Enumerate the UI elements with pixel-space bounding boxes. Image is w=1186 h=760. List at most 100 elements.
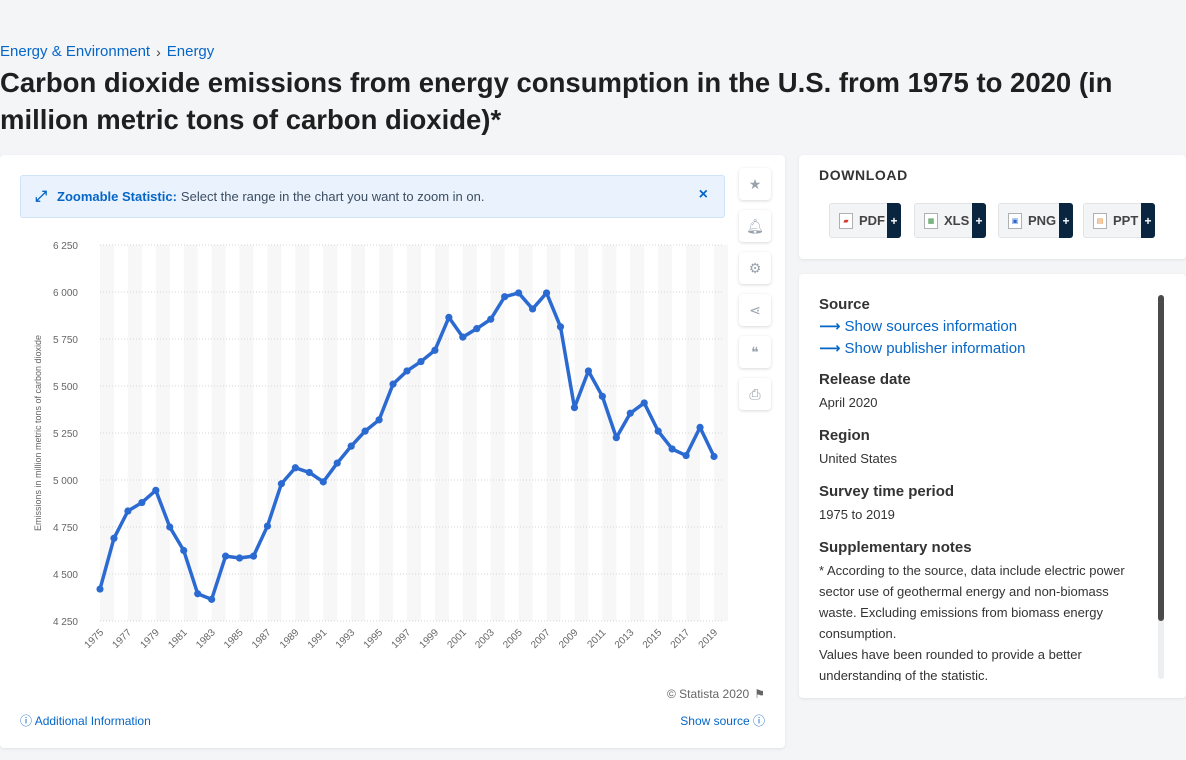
data-point[interactable] [96,585,104,593]
data-point[interactable] [542,289,551,297]
data-point[interactable] [584,367,593,375]
data-point[interactable] [445,313,453,321]
x-tick-label: 1983 [194,627,218,651]
data-point[interactable] [319,478,327,486]
close-icon[interactable]: × [698,186,708,203]
data-point[interactable] [598,392,606,400]
data-point[interactable] [180,546,188,555]
info-scrollbar[interactable] [1158,295,1164,679]
chart-svg[interactable]: 4 250 4 500 4 750 5 000 5 250 5 500 5 750 6 000… [0,155,785,675]
favorite-button[interactable]: ★ [739,168,771,200]
data-point[interactable] [361,427,369,435]
data-point[interactable] [570,404,579,412]
download-card: DOWNLOAD ▰ PDF + ▦ XLS + ▣ PNG + ▤ PPT + [799,155,1186,259]
share-button[interactable]: ⋖ [739,294,771,326]
show-sources-link[interactable]: ⟶ Show sources information [819,317,1144,335]
data-point[interactable] [208,595,216,603]
data-point[interactable] [138,498,146,507]
data-point[interactable] [459,333,467,341]
plus-icon: + [1141,203,1155,238]
download-pdf-button[interactable]: ▰ PDF + [829,203,901,238]
data-point[interactable] [473,325,481,333]
info-circle-icon: ⓘ [20,714,33,728]
x-tick-label: 2013 [613,627,637,651]
data-point[interactable] [626,409,634,417]
download-ppt-button[interactable]: ▤ PPT + [1083,203,1155,238]
info-scroll-area[interactable]: Source ⟶ Show sources information ⟶ Show p… [819,296,1144,681]
y-tick-label: 5 000 [53,476,78,487]
x-tick-label: 2007 [529,627,553,651]
x-tick-label: 2005 [501,627,525,651]
data-point[interactable] [291,464,299,472]
notification-button[interactable]: 🔔︎ [739,210,771,242]
settings-button[interactable]: ⚙ [739,252,771,284]
plus-icon: + [972,203,986,238]
show-publisher-label: Show publisher information [844,340,1026,357]
download-png-button[interactable]: ▣ PNG + [998,203,1073,238]
data-point[interactable] [124,507,132,515]
download-xls-label: XLS [944,213,970,228]
x-tick-label: 2015 [641,627,665,651]
supplementary-notes-heading: Supplementary notes [819,539,972,556]
download-pdf-label: PDF [859,213,885,228]
download-xls-button[interactable]: ▦ XLS + [914,203,986,238]
data-point[interactable] [487,315,495,323]
data-point[interactable] [194,590,202,598]
download-title: DOWNLOAD [819,167,908,183]
survey-period-heading: Survey time period [819,483,955,500]
region-heading: Region [819,427,870,444]
data-point[interactable] [682,451,690,460]
y-tick-label: 4 250 [53,617,78,628]
data-point[interactable] [501,293,509,301]
data-point[interactable] [640,399,648,407]
arrow-right-icon: ⟶ [819,318,841,335]
data-point[interactable] [389,380,397,388]
data-point[interactable] [263,522,272,530]
additional-information-link[interactable]: ⓘ Additional Information [20,712,151,729]
y-tick-label: 6 000 [53,288,78,299]
data-point[interactable] [277,480,286,488]
x-tick-label: 2003 [473,627,497,651]
supplementary-notes-p1: * According to the source, data include … [819,563,1125,641]
cite-button[interactable]: ❝ [739,336,771,368]
data-point[interactable] [110,534,118,542]
data-point[interactable] [166,523,174,531]
data-point[interactable] [221,552,230,560]
data-point[interactable] [668,445,676,453]
survey-period-value: 1975 to 2019 [819,507,895,522]
region-value: United States [819,451,898,466]
release-date-heading: Release date [819,371,911,388]
data-point[interactable] [333,459,341,467]
data-point[interactable] [696,423,704,431]
data-point[interactable] [403,367,411,375]
breadcrumb-separator: › [156,43,161,60]
gear-icon: ⚙ [748,259,762,276]
data-point[interactable] [654,427,662,435]
data-point[interactable] [515,289,523,297]
quote-icon: ❝ [751,343,759,360]
scrollbar-thumb[interactable] [1158,295,1164,621]
data-point[interactable] [528,305,537,313]
data-point[interactable] [305,468,313,477]
show-source-link[interactable]: Show source ⓘ [680,712,765,729]
data-point[interactable] [417,357,425,366]
data-point[interactable] [235,554,244,562]
x-tick-label: 1997 [390,627,414,651]
data-point[interactable] [612,434,620,442]
flag-icon[interactable]: ⚑ [754,687,765,701]
data-point[interactable] [556,323,565,331]
breadcrumb-item-energy[interactable]: Energy [166,43,215,60]
chart-card: 4 250 4 500 4 750 5 000 5 250 5 500 5 750 6 000… [0,155,785,748]
print-button[interactable]: ⎙ [739,378,771,410]
breadcrumb-item-energy-environment[interactable]: Energy & Environment [0,43,151,60]
x-tick-label: 1981 [166,627,190,651]
data-point[interactable] [249,552,258,560]
chart-band [407,245,421,621]
data-point[interactable] [431,346,439,354]
data-point[interactable] [710,452,718,461]
arrow-right-icon: ⟶ [819,340,841,357]
data-point[interactable] [152,486,160,494]
data-point[interactable] [347,442,355,450]
show-publisher-link[interactable]: ⟶ Show publisher information [819,339,1144,357]
data-point[interactable] [375,416,383,424]
